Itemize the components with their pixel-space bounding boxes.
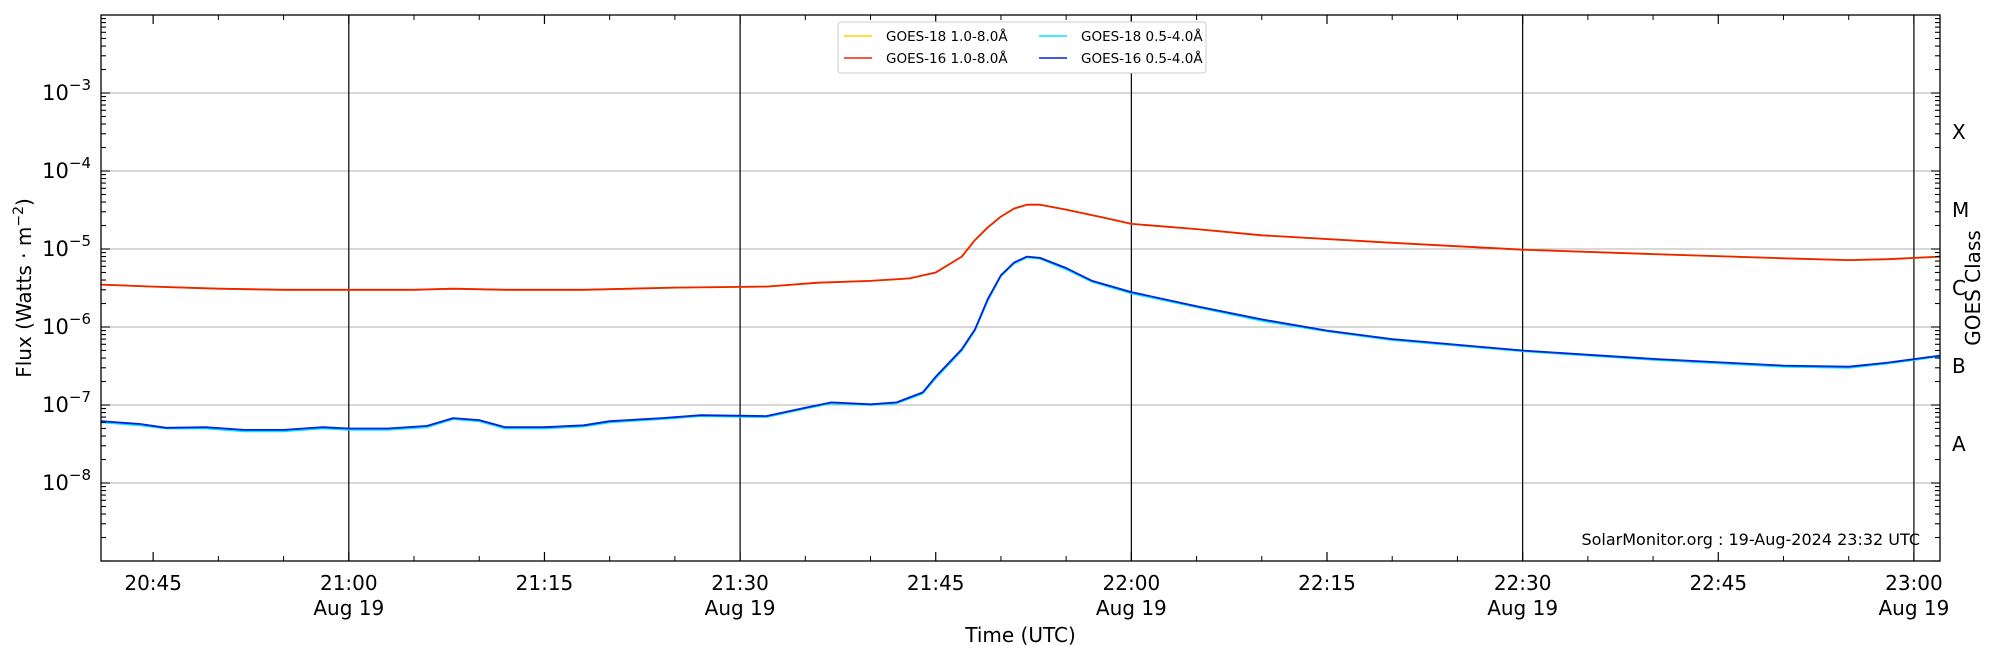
legend: GOES-18 1.0-8.0Å GOES-18 0.5-4.0Å GOES-16 … bbox=[837, 21, 1207, 74]
y-tick-label-3: 10−5 bbox=[42, 232, 91, 261]
x-tick-label-5: 22:00 bbox=[1103, 571, 1161, 595]
y-tick-exponent: −8 bbox=[69, 466, 91, 484]
axis-ticks bbox=[101, 15, 1940, 562]
x-tick-label-3: 21:30 bbox=[711, 571, 769, 595]
y-tick-base: 10 bbox=[42, 393, 69, 417]
y-tick-base: 10 bbox=[42, 471, 69, 495]
x-tick-label-7: 22:30 bbox=[1494, 571, 1552, 595]
y-axis-label-main: Flux (Watts · m bbox=[12, 227, 36, 378]
y-tick-exponent: −6 bbox=[69, 310, 91, 328]
series-line-3 bbox=[100, 255, 1941, 431]
goes-class-labels: A B C M X bbox=[1952, 120, 1969, 456]
series-lines bbox=[100, 203, 1941, 433]
x-tick-label-0: 20:45 bbox=[124, 571, 182, 595]
grid-lines bbox=[101, 92, 1940, 484]
y-tick-base: 10 bbox=[42, 159, 69, 183]
plot-frame bbox=[100, 14, 1941, 562]
y-tick-base: 10 bbox=[42, 237, 69, 261]
x-tick-label-6: 22:15 bbox=[1298, 571, 1356, 595]
x-tick-label-2: 21:15 bbox=[516, 571, 574, 595]
y-axis-label: Flux (Watts · m−2) bbox=[11, 198, 36, 378]
x-tick-label-4: 21:45 bbox=[907, 571, 965, 595]
y-tick-base: 10 bbox=[42, 81, 69, 105]
y-tick-base: 10 bbox=[42, 315, 69, 339]
y-tick-labels: 10−810−710−610−510−410−3 bbox=[42, 76, 91, 495]
y-tick-exponent: −3 bbox=[69, 76, 91, 94]
y-tick-label-5: 10−3 bbox=[42, 76, 91, 105]
y-tick-exponent: −4 bbox=[69, 154, 91, 172]
y-axis-label-exponent: −2 bbox=[11, 206, 27, 227]
y-tick-label-2: 10−6 bbox=[42, 310, 91, 339]
goes-class-label-x: X bbox=[1952, 120, 1966, 144]
y-tick-exponent: −7 bbox=[69, 388, 91, 406]
x-tick-sublabel-9: Aug 19 bbox=[1878, 596, 1949, 620]
x-tick-label-9: 23:00 bbox=[1885, 571, 1943, 595]
source-annotation: SolarMonitor.org : 19-Aug-2024 23:32 UTC bbox=[1581, 530, 1920, 549]
goes-class-label-a: A bbox=[1952, 432, 1966, 456]
series-line-0 bbox=[100, 203, 1941, 291]
y-axis-label-close: ) bbox=[12, 198, 36, 206]
series-line-2 bbox=[100, 203, 1941, 291]
y-tick-label-0: 10−8 bbox=[42, 466, 91, 495]
y-tick-label-1: 10−7 bbox=[42, 388, 91, 417]
y-tick-label-4: 10−4 bbox=[42, 154, 91, 183]
goes-class-label-c: C bbox=[1952, 276, 1966, 300]
x-tick-sublabel-1: Aug 19 bbox=[313, 596, 384, 620]
goes-class-label-m: M bbox=[1952, 198, 1969, 222]
x-tick-label-8: 22:45 bbox=[1689, 571, 1747, 595]
right-axis-label: GOES Class bbox=[1961, 230, 1985, 346]
x-tick-sublabel-3: Aug 19 bbox=[705, 596, 776, 620]
legend-label-2: GOES-16 1.0-8.0Å bbox=[886, 50, 1008, 67]
goes-class-label-b: B bbox=[1952, 354, 1966, 378]
vertical-time-lines bbox=[348, 15, 1915, 561]
x-tick-sublabel-7: Aug 19 bbox=[1487, 596, 1558, 620]
y-tick-exponent: −5 bbox=[69, 232, 91, 250]
legend-box bbox=[837, 21, 1207, 74]
legend-label-0: GOES-18 1.0-8.0Å bbox=[886, 28, 1008, 45]
legend-label-3: GOES-16 0.5-4.0Å bbox=[1081, 50, 1203, 67]
x-tick-sublabel-5: Aug 19 bbox=[1096, 596, 1167, 620]
x-axis-label: Time (UTC) bbox=[964, 623, 1076, 647]
legend-label-1: GOES-18 0.5-4.0Å bbox=[1081, 28, 1203, 45]
x-tick-label-1: 21:00 bbox=[320, 571, 378, 595]
